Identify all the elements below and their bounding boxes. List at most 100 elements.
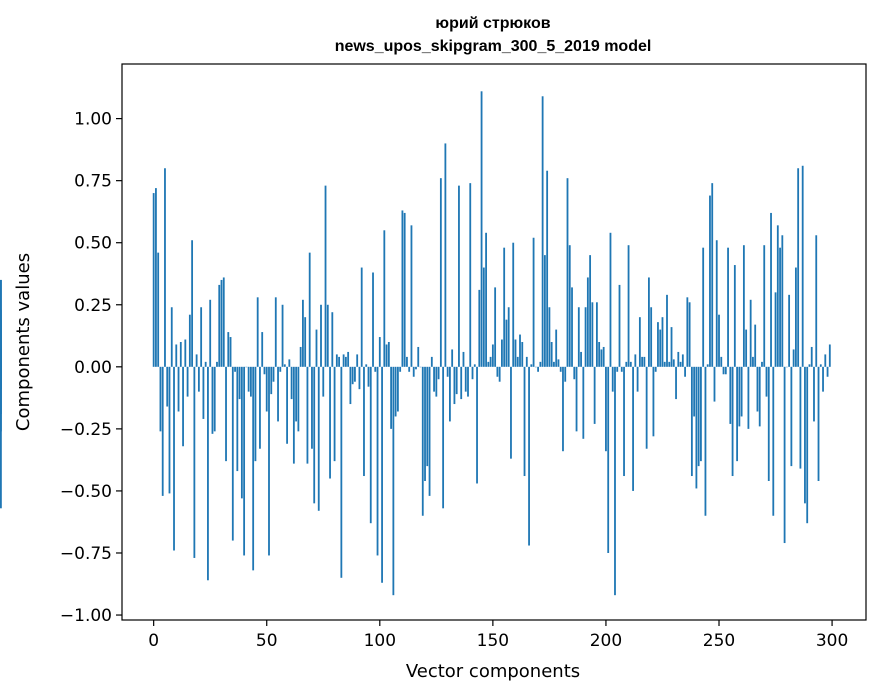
bar xyxy=(277,366,279,422)
bar xyxy=(482,267,485,367)
bar xyxy=(595,302,598,367)
bar xyxy=(324,185,327,367)
bar xyxy=(702,247,705,367)
bar xyxy=(607,366,610,553)
bar xyxy=(161,366,164,496)
bar xyxy=(790,366,793,467)
y-axis-ticks: −1.00 −0.75 −0.50 −0.25 0.00 0.25 0.50 0.75 1.00 xyxy=(60,110,122,626)
bar xyxy=(600,349,603,367)
bar xyxy=(428,366,431,496)
bar xyxy=(317,366,320,511)
bar xyxy=(661,317,664,367)
bar xyxy=(250,366,252,397)
bar xyxy=(632,366,634,491)
bar xyxy=(745,329,748,367)
bar xyxy=(695,366,698,489)
bar xyxy=(390,366,393,429)
bar xyxy=(193,366,196,558)
bar xyxy=(643,356,646,367)
bar xyxy=(623,366,625,477)
bar xyxy=(822,366,824,392)
bar xyxy=(781,235,784,367)
bar xyxy=(415,366,417,370)
bar xyxy=(202,366,205,419)
bar xyxy=(439,178,442,367)
bar xyxy=(772,366,775,516)
y-tick-label: −0.75 xyxy=(60,544,112,564)
bar xyxy=(568,245,571,367)
bar xyxy=(813,366,815,422)
bar xyxy=(657,322,659,367)
bar xyxy=(724,366,727,375)
bar xyxy=(523,366,526,477)
bar xyxy=(494,287,497,367)
bar xyxy=(204,361,207,367)
bar xyxy=(629,361,632,367)
y-tick-label: 0.00 xyxy=(74,358,112,378)
bar xyxy=(376,366,379,556)
bar xyxy=(292,366,295,464)
bar xyxy=(179,342,182,367)
bar xyxy=(693,366,696,417)
bar xyxy=(666,294,668,367)
bar xyxy=(252,366,255,571)
bar xyxy=(283,364,286,367)
bar xyxy=(679,361,682,367)
y-tick-label: 0.25 xyxy=(74,296,112,316)
bar xyxy=(684,366,686,377)
bar xyxy=(349,366,352,405)
bar xyxy=(374,366,377,372)
bar xyxy=(804,366,806,504)
bar xyxy=(555,329,558,367)
bar xyxy=(313,366,316,504)
bar xyxy=(342,354,345,367)
bar xyxy=(170,307,173,367)
bar xyxy=(387,342,390,367)
bar xyxy=(270,366,273,395)
bar xyxy=(525,356,528,367)
bar xyxy=(763,245,766,367)
bar xyxy=(247,366,250,392)
bar xyxy=(354,366,356,382)
bar xyxy=(360,267,363,367)
bar xyxy=(401,210,404,367)
bar xyxy=(539,361,542,367)
bar xyxy=(304,317,307,367)
bar xyxy=(722,366,725,375)
bar xyxy=(510,366,512,459)
bar xyxy=(363,366,365,477)
bar xyxy=(302,299,304,367)
bar xyxy=(209,299,212,367)
bar xyxy=(548,307,551,367)
bar xyxy=(715,240,718,367)
bar xyxy=(491,344,494,367)
bar xyxy=(663,361,666,367)
bar xyxy=(498,366,501,382)
bar xyxy=(584,307,587,367)
bar xyxy=(0,279,2,367)
bar xyxy=(681,354,684,367)
bar xyxy=(571,287,573,367)
bar xyxy=(297,366,300,432)
bar xyxy=(638,317,641,367)
chart-title: юрий стрюков xyxy=(435,15,550,32)
bar xyxy=(618,284,621,367)
bar xyxy=(718,314,720,367)
bar xyxy=(564,366,567,382)
x-tick-label: 100 xyxy=(364,631,396,651)
y-tick-label: 0.50 xyxy=(74,234,112,254)
bar xyxy=(729,366,732,424)
bar xyxy=(625,361,628,367)
bar xyxy=(254,366,257,462)
bar xyxy=(706,364,709,367)
bar xyxy=(668,361,671,367)
bar xyxy=(197,366,200,392)
bar xyxy=(164,168,166,367)
bar xyxy=(810,346,813,367)
bar xyxy=(385,344,388,367)
x-tick-label: 150 xyxy=(477,631,509,651)
bar xyxy=(351,366,354,385)
bar xyxy=(333,366,336,462)
bar xyxy=(218,284,221,367)
bar xyxy=(367,366,370,387)
